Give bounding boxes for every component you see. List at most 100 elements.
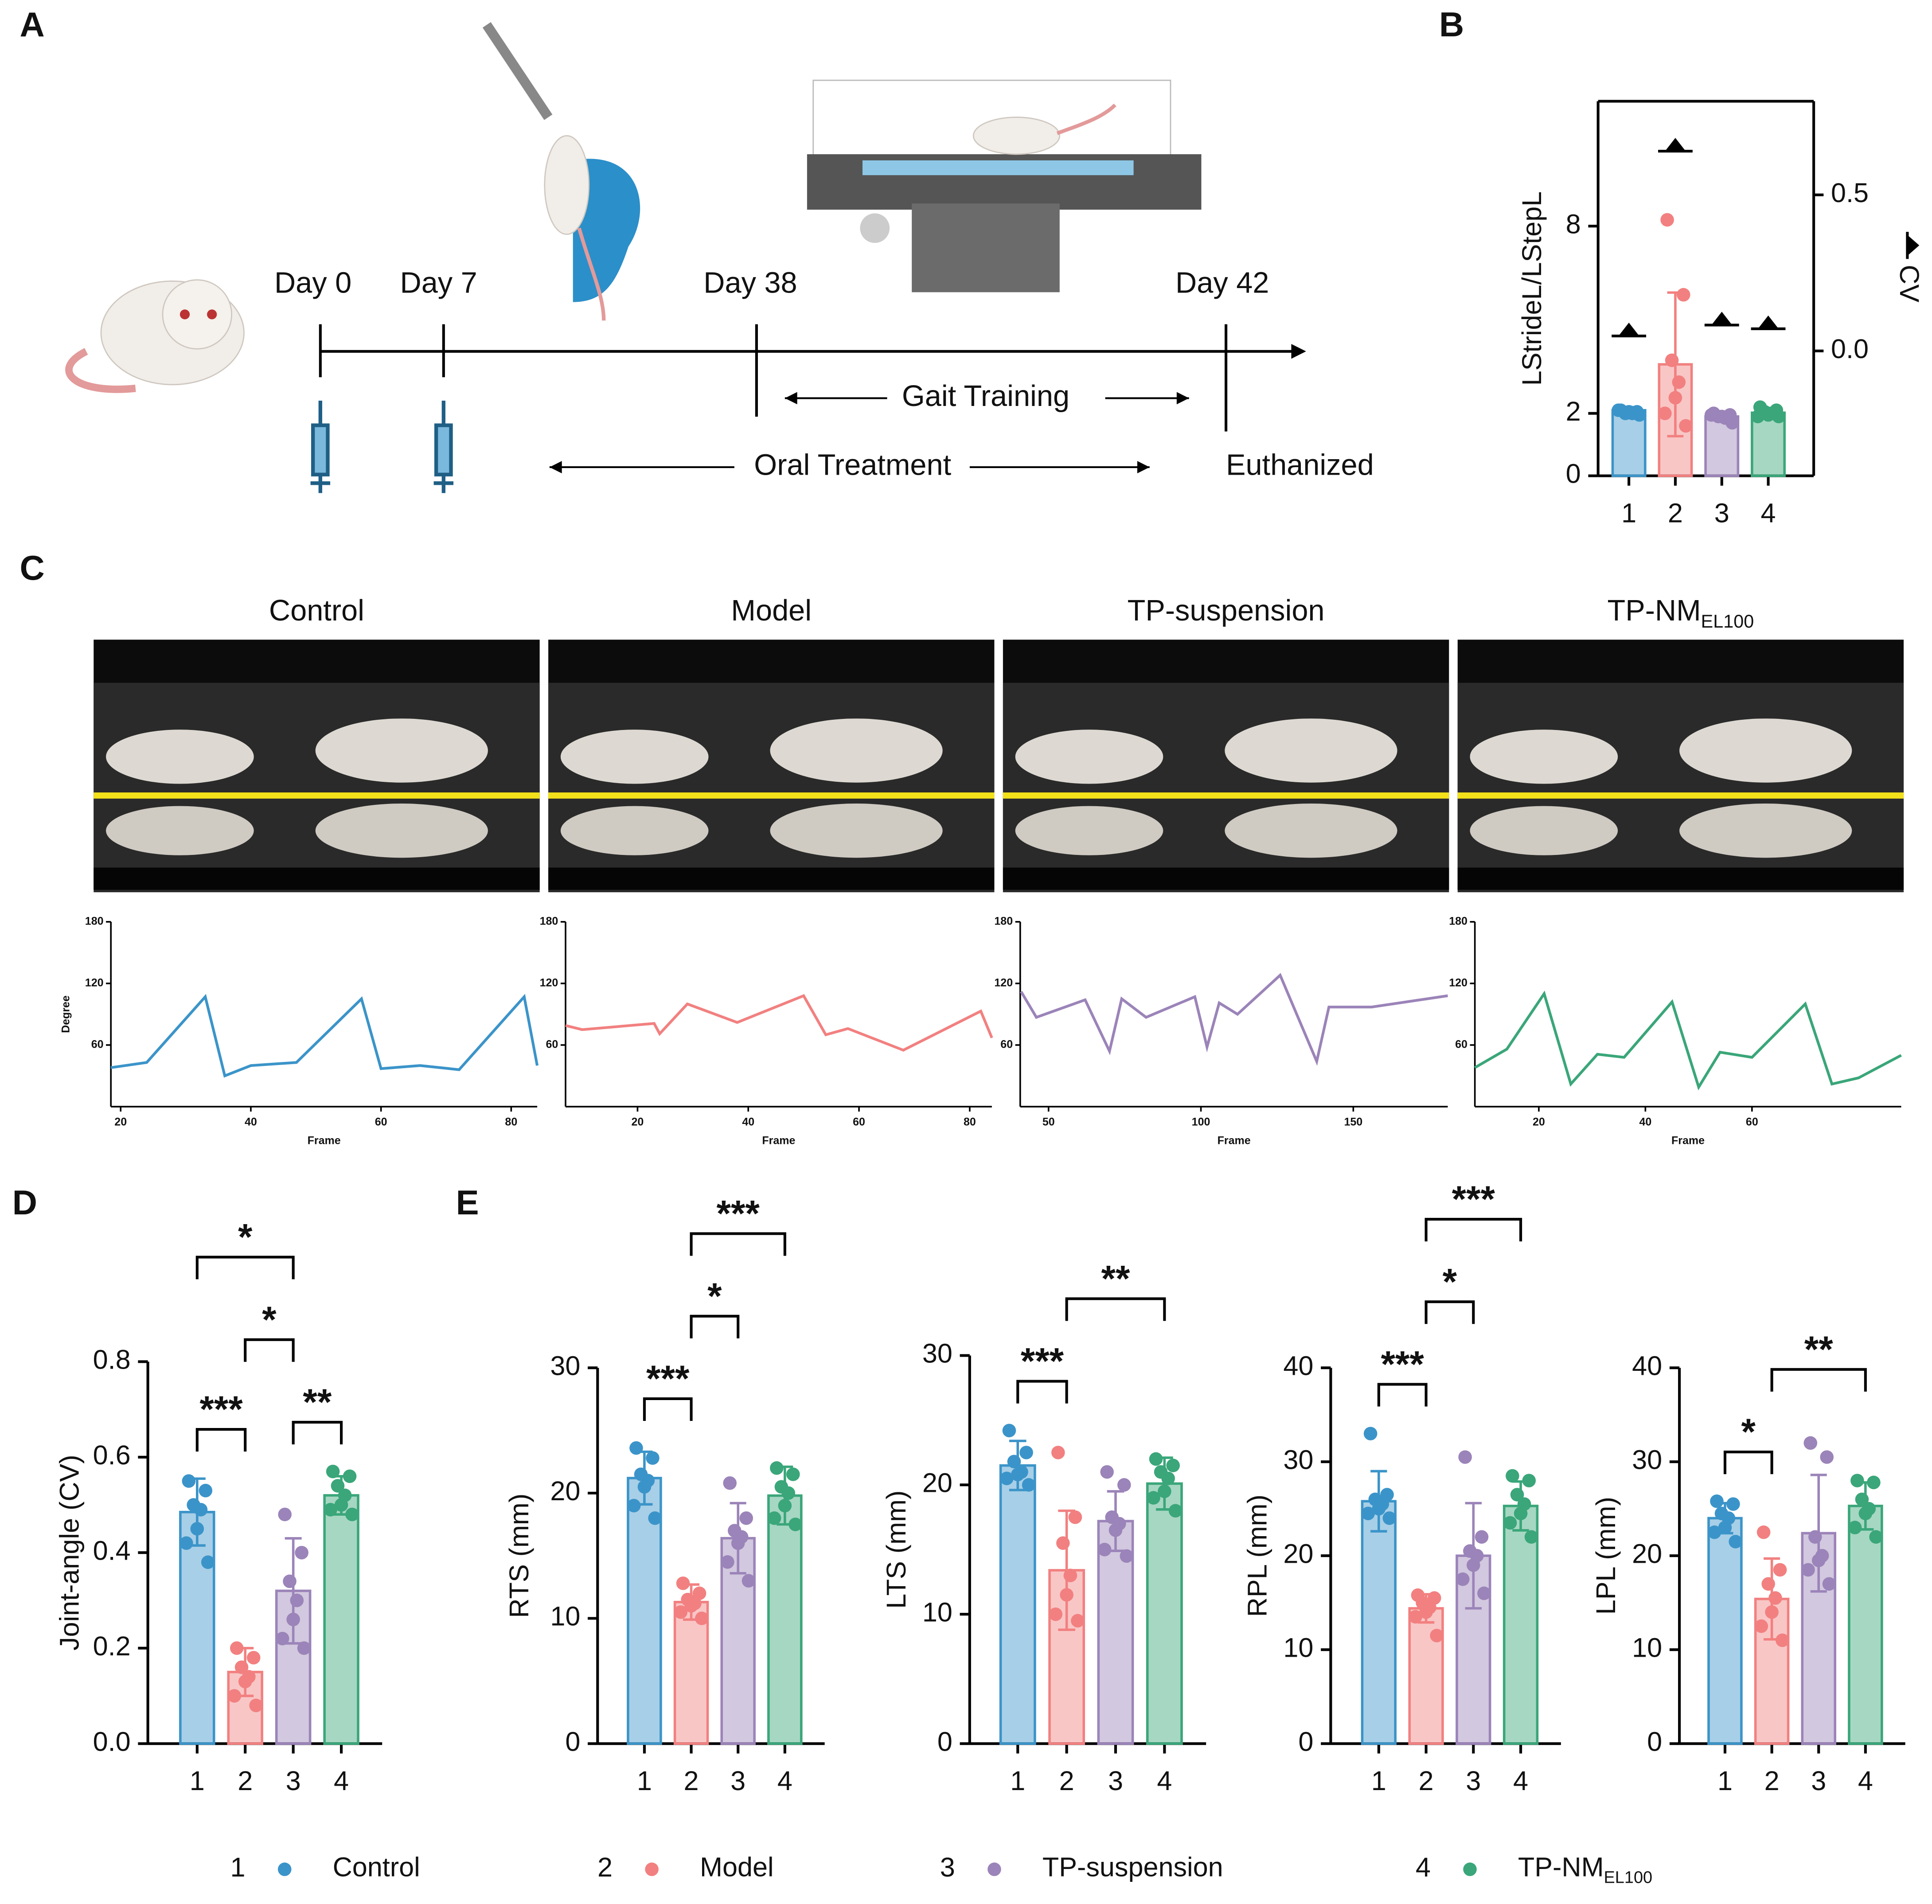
y2-tick-label: 0.5 <box>1831 178 1869 208</box>
data-point <box>283 1574 297 1588</box>
data-point <box>278 1507 292 1522</box>
x-tick-label: 2 <box>1764 1766 1780 1796</box>
significance-bracket <box>1770 1368 1867 1392</box>
x-tick-label: 4 <box>1157 1766 1172 1796</box>
data-point <box>1803 1436 1818 1450</box>
timeline-day: Day 38 <box>703 266 797 299</box>
x-tick-label: 2 <box>1419 1766 1434 1796</box>
legend-label-main: TP-suspension <box>1042 1852 1223 1882</box>
y-tick-label: 10 <box>1632 1632 1662 1662</box>
data-point <box>1869 1530 1883 1544</box>
y-tick-label: 30 <box>550 1350 580 1381</box>
significance-label: * <box>1741 1411 1756 1452</box>
data-point <box>1725 416 1739 430</box>
bar <box>673 1600 709 1745</box>
data-point <box>345 1507 359 1522</box>
x-tick-label: 20 <box>1533 1116 1545 1128</box>
data-line <box>110 994 539 1078</box>
x-tick-label: 3 <box>730 1766 745 1796</box>
significance-bracket <box>292 1420 343 1444</box>
legend-number: 1 <box>230 1852 246 1882</box>
data-point <box>1011 1467 1025 1482</box>
x-tick-label: 4 <box>777 1766 792 1796</box>
timeline-phase: Oral Treatment <box>754 449 951 482</box>
y-tick-label: 20 <box>1632 1538 1662 1568</box>
y-tick-label: 30 <box>1632 1444 1662 1475</box>
y-tick-label: 30 <box>1283 1444 1313 1475</box>
y-tick-label: 0 <box>937 1726 952 1756</box>
data-point <box>788 1518 802 1531</box>
data-point <box>646 1451 660 1465</box>
x-tick-label: 3 <box>1714 498 1729 528</box>
legend-label-sub: EL100 <box>1604 1869 1653 1887</box>
bar <box>1503 1505 1539 1745</box>
data-point <box>770 1461 784 1475</box>
legend-label: TP-suspension <box>1042 1852 1223 1882</box>
x-tick-label: 3 <box>1108 1766 1123 1796</box>
timeline-day: Day 42 <box>1175 266 1269 299</box>
data-point <box>1768 1591 1782 1605</box>
data-point <box>295 1545 308 1560</box>
x-tick-label: 2 <box>238 1766 253 1796</box>
data-point <box>1514 1506 1528 1521</box>
y-axis-label: RPL (mm) <box>1242 1494 1272 1617</box>
legend-label: Model <box>700 1852 774 1882</box>
data-point <box>1801 1563 1815 1577</box>
significance-bracket <box>244 1338 295 1362</box>
significance-label: *** <box>199 1389 243 1430</box>
y-axis-label: LStrideL/LStepL <box>1517 191 1547 386</box>
bar <box>767 1494 803 1745</box>
legend-marker <box>987 1862 1001 1876</box>
significance-label: *** <box>717 1193 760 1234</box>
data-point <box>629 1441 643 1455</box>
data-point <box>1726 1497 1740 1511</box>
data-point <box>1477 1586 1491 1600</box>
x-tick-label: 20 <box>631 1116 644 1128</box>
data-point <box>778 1498 792 1513</box>
data-point <box>1060 1588 1073 1602</box>
y-tick-label: 180 <box>540 915 558 928</box>
legend-number: 3 <box>940 1852 955 1882</box>
data-point <box>1068 1510 1082 1524</box>
data-point <box>1612 403 1625 417</box>
data-point <box>1467 1558 1480 1572</box>
data-point <box>1754 1619 1768 1633</box>
data-point <box>627 1498 641 1513</box>
data-point <box>1168 1504 1183 1518</box>
data-point <box>1506 1469 1519 1483</box>
data-point <box>1147 1491 1160 1505</box>
data-point <box>1382 1511 1397 1525</box>
significance-label: * <box>238 1217 253 1258</box>
x-tick-label: 4 <box>1858 1766 1873 1796</box>
data-point <box>1007 1455 1021 1469</box>
data-point <box>1372 1502 1386 1516</box>
significance-bracket <box>1016 1380 1068 1404</box>
data-point <box>199 1483 213 1498</box>
data-point <box>1718 1521 1732 1534</box>
timeline-phase: Gait Training <box>902 380 1069 413</box>
timeline-end: Euthanized <box>1226 449 1374 482</box>
cv-marker <box>1612 323 1647 338</box>
x-tick-label: 3 <box>1466 1766 1481 1796</box>
data-point <box>1524 1530 1538 1544</box>
panel-label: D <box>12 1184 37 1222</box>
data-point <box>227 1689 242 1703</box>
x-tick-label: 50 <box>1042 1116 1055 1128</box>
panel-title-main: TP-suspension <box>1128 594 1325 627</box>
panel-title-main: Control <box>269 594 364 627</box>
y-tick-label: 180 <box>85 915 104 928</box>
x-tick-label: 4 <box>1761 498 1776 528</box>
data-point <box>1430 1629 1444 1643</box>
legend-label: Control <box>333 1852 420 1882</box>
y-tick-label: 60 <box>546 1038 558 1050</box>
x-tick-label: 80 <box>505 1116 517 1128</box>
y-tick-label: 30 <box>922 1338 952 1369</box>
data-point <box>324 1502 337 1517</box>
y-tick-label: 20 <box>1283 1538 1313 1568</box>
data-point <box>1100 1465 1114 1479</box>
x-tick-label: 1 <box>1621 498 1636 528</box>
treadmill-illustration <box>807 79 1202 293</box>
x-tick-label: 1 <box>190 1766 205 1796</box>
y-tick-label: 20 <box>550 1476 580 1506</box>
timeline-day: Day 7 <box>400 266 477 299</box>
